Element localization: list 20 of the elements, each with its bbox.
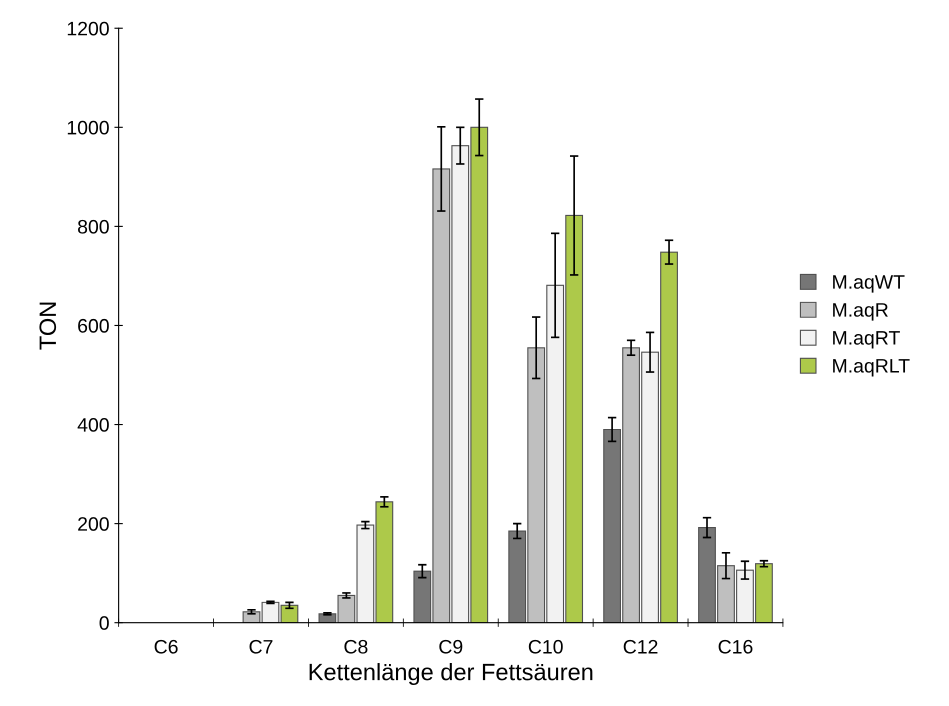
y-tick-label: 1200 [68, 22, 109, 36]
y-tick-label: 400 [78, 418, 109, 432]
x-tick-label: C16 [718, 640, 752, 654]
y-tick-label: 0 [100, 616, 109, 630]
x-tick-label: C8 [344, 640, 368, 654]
x-tick-label: C7 [250, 640, 272, 654]
y-tick-label: 600 [78, 318, 109, 333]
y-tick-label: 1000 [68, 120, 109, 135]
x-tick-label: C10 [528, 640, 563, 654]
x-tick-label: C12 [624, 640, 658, 654]
y-tick-label: 200 [78, 517, 109, 531]
y-tick-label: 800 [78, 220, 109, 234]
legend-label: M.aqWT [833, 275, 905, 293]
y-axis-title: TON [39, 302, 56, 350]
legend-label: M.aqR [833, 303, 888, 321]
x-tick-label: C9 [439, 640, 462, 654]
legend-label: M.aqRLT [833, 359, 910, 377]
legend-label: M.aqRT [833, 331, 900, 349]
x-axis-title: Kettenlänge der Fettsäuren [310, 663, 592, 686]
x-tick-label: C6 [154, 640, 178, 654]
